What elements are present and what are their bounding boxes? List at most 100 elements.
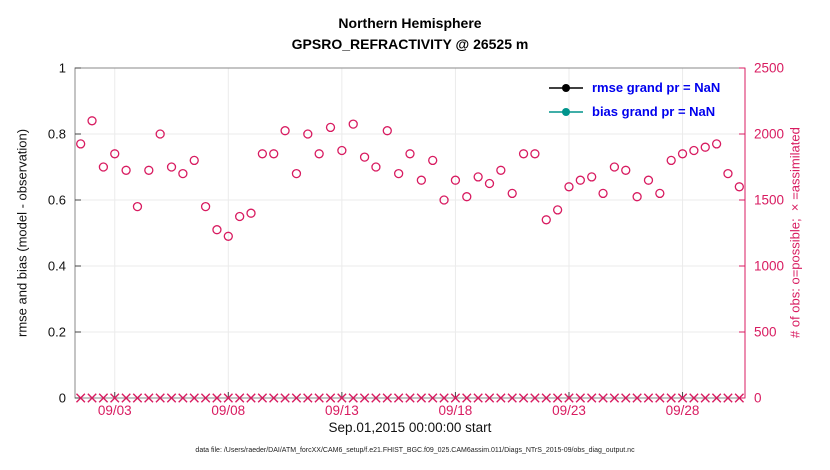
assimilated-obs-marker <box>723 393 733 403</box>
possible-obs-marker <box>246 208 256 218</box>
assimilated-obs-marker <box>507 393 517 403</box>
possible-obs-marker <box>700 142 710 152</box>
y-tick-label-right: 2500 <box>754 61 784 76</box>
assimilated-obs-marker <box>734 393 745 403</box>
possible-obs-marker <box>473 172 483 182</box>
assimilated-obs-marker <box>462 393 472 403</box>
possible-obs-marker <box>496 165 506 175</box>
possible-obs-marker <box>439 195 449 205</box>
y-axis-label-left: rmse and bias (model - observation) <box>14 128 30 338</box>
y-tick-label-left: 1 <box>59 61 66 76</box>
possible-obs-marker <box>348 119 358 129</box>
possible-obs-marker <box>541 215 551 225</box>
assimilated-obs-marker <box>132 393 143 403</box>
possible-obs-marker <box>76 139 86 149</box>
x-tick-label: 09/28 <box>666 403 700 418</box>
possible-obs-marker <box>666 155 676 166</box>
assimilated-obs-marker <box>643 393 654 403</box>
possible-obs-marker <box>575 175 585 185</box>
assimilated-obs-marker <box>371 393 381 403</box>
assimilated-obs-marker <box>166 393 177 403</box>
assimilated-obs-marker <box>416 393 427 403</box>
assimilated-obs-marker <box>575 393 586 403</box>
possible-obs-marker <box>178 168 188 179</box>
possible-obs-marker <box>552 205 563 215</box>
y-tick-label-right: 2000 <box>754 127 784 142</box>
assimilated-obs-marker <box>496 393 506 403</box>
chart-title: Northern Hemisphere <box>338 15 482 31</box>
possible-obs-marker <box>269 149 279 159</box>
possible-obs-marker <box>155 129 165 139</box>
assimilated-obs-marker <box>711 393 722 403</box>
assimilated-obs-marker <box>450 393 461 403</box>
assimilated-obs-marker <box>428 393 438 403</box>
possible-obs-marker <box>428 155 438 166</box>
y-tick-label-left: 0.8 <box>48 127 66 142</box>
title-block: Northern Hemisphere GPSRO_REFRACTIVITY @… <box>75 13 745 55</box>
legend-label-rmse: rmse grand pr = NaN <box>592 80 721 95</box>
possible-obs-marker <box>166 162 177 172</box>
possible-obs-marker <box>235 211 245 222</box>
assimilated-obs-marker <box>189 393 199 403</box>
possible-obs-marker <box>371 162 381 172</box>
possible-obs-marker <box>621 165 631 175</box>
possible-obs-marker <box>450 175 461 185</box>
possible-obs-marker <box>484 178 495 189</box>
assimilated-obs-marker <box>393 393 404 403</box>
legend-entry-bias: bias grand pr = NaN <box>548 101 720 122</box>
possible-obs-marker <box>337 145 347 156</box>
legend-label-bias: bias grand pr = NaN <box>592 104 716 119</box>
possible-obs-marker <box>518 149 529 159</box>
assimilated-obs-marker <box>178 393 188 403</box>
assimilated-obs-marker <box>325 393 336 403</box>
assimilated-obs-marker <box>269 393 279 403</box>
assimilated-obs-marker <box>121 393 131 403</box>
possible-obs-marker <box>314 149 324 159</box>
assimilated-obs-marker <box>382 393 392 403</box>
assimilated-obs-marker <box>621 393 631 403</box>
possible-obs-marker <box>291 168 302 179</box>
y-tick-label-left: 0.2 <box>48 325 66 340</box>
x-tick-label: 09/08 <box>211 403 245 418</box>
assimilated-obs-marker <box>246 393 256 403</box>
y-tick-label-right: 1000 <box>754 259 784 274</box>
assimilated-obs-marker <box>518 393 529 403</box>
possible-obs-marker <box>507 188 517 199</box>
assimilated-obs-marker <box>359 393 370 403</box>
assimilated-obs-marker <box>314 393 324 403</box>
possible-obs-marker <box>530 149 540 159</box>
assimilated-obs-marker <box>144 393 154 403</box>
assimilated-obs-marker <box>110 393 120 403</box>
assimilated-obs-marker <box>348 393 358 403</box>
x-tick-label: 09/23 <box>552 403 586 418</box>
possible-obs-marker <box>723 168 733 179</box>
legend: rmse grand pr = NaN bias grand pr = NaN <box>548 77 720 122</box>
possible-obs-marker <box>598 188 608 199</box>
assimilated-obs-marker <box>473 393 483 403</box>
bias-line-marker-icon <box>549 107 583 116</box>
y-tick-label-left: 0.6 <box>48 193 66 208</box>
assimilated-obs-marker <box>257 393 268 403</box>
y-tick-label-right: 500 <box>754 325 777 340</box>
data-file-caption: data file: /Users/raeder/DAI/ATM_forcXX/… <box>195 447 635 454</box>
assimilated-obs-marker <box>552 393 563 403</box>
x-tick-label: 09/13 <box>325 403 359 418</box>
possible-obs-marker <box>223 231 233 241</box>
assimilated-obs-marker <box>530 393 540 403</box>
assimilated-obs-marker <box>564 393 574 403</box>
possible-obs-marker <box>280 126 290 136</box>
possible-obs-marker <box>98 162 109 172</box>
assimilated-obs-marker <box>666 393 676 403</box>
possible-obs-marker <box>655 188 665 199</box>
possible-obs-marker <box>325 122 336 133</box>
possible-obs-marker <box>257 149 268 159</box>
chart-subtitle: GPSRO_REFRACTIVITY @ 26525 m <box>291 36 529 52</box>
x-axis-label: Sep.01,2015 00:00:00 start <box>328 420 492 435</box>
possible-obs-marker <box>677 149 688 159</box>
assimilated-obs-marker <box>223 393 234 403</box>
assimilated-obs-marker <box>598 393 608 403</box>
assimilated-obs-marker <box>337 393 347 403</box>
possible-obs-marker <box>110 149 120 159</box>
